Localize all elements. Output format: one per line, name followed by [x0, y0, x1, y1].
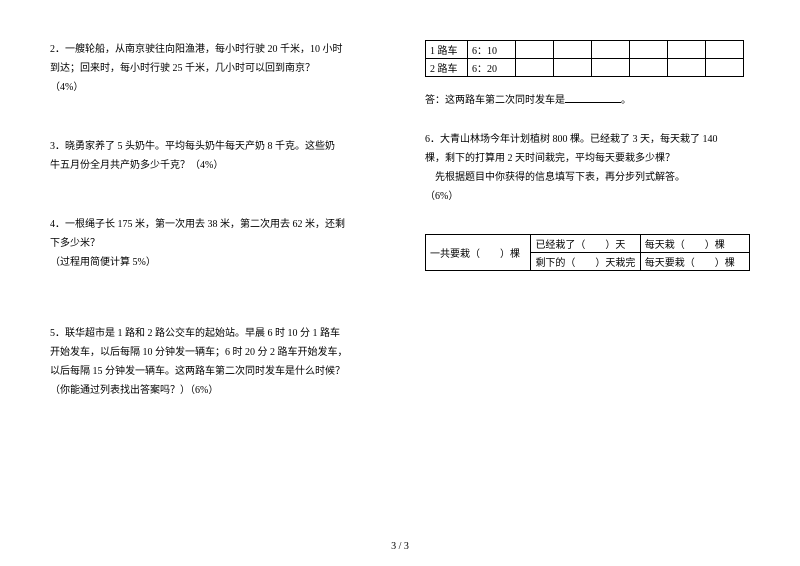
bus-r1c0: 1 路车 — [426, 41, 468, 59]
bus-cell — [592, 59, 630, 77]
p2-line3: （4%） — [50, 78, 375, 97]
problem-2: 2．一艘轮船，从南京驶往向阳渔港，每小时行驶 20 千米，10 小时 到达；回来… — [50, 40, 375, 97]
tree-r1c2: 已经栽了（ ）天 — [531, 235, 640, 253]
bus-cell — [630, 41, 668, 59]
bus-cell — [554, 59, 592, 77]
bus-r2c1: 6：20 — [468, 59, 516, 77]
bus-cell — [516, 41, 554, 59]
p5-line4: （你能通过列表找出答案吗？）（6%） — [50, 381, 375, 400]
bus-cell — [668, 41, 706, 59]
page-footer: 3 / 3 — [0, 541, 800, 552]
bus-r2c0: 2 路车 — [426, 59, 468, 77]
p3-line2: 牛五月份全月共产奶多少千克？（4%） — [50, 156, 375, 175]
bus-cell — [516, 59, 554, 77]
p5-line3: 以后每隔 15 分钟发一辆车。这两路车第二次同时发车是什么时候？ — [50, 362, 375, 381]
p4-line1: 4．一根绳子长 175 米，第一次用去 38 米，第二次用去 62 米，还剩 — [50, 215, 375, 234]
p4-line2: 下多少米？ — [50, 234, 375, 253]
p3-line1: 3．晓勇家养了 5 头奶牛。平均每头奶牛每天产奶 8 千克。这些奶 — [50, 137, 375, 156]
p6-line4: （6%） — [425, 187, 750, 206]
bus-cell — [668, 59, 706, 77]
bus-cell — [706, 41, 744, 59]
problem-6: 6．大青山林场今年计划植树 800 棵。已经栽了 3 天，每天栽了 140 棵，… — [425, 130, 750, 206]
p6-line2: 棵，剩下的打算用 2 天时间栽完，平均每天要栽多少棵？ — [425, 149, 750, 168]
bus-cell — [554, 41, 592, 59]
p4-line3: （过程用简便计算 5%） — [50, 253, 375, 272]
problem-5: 5．联华超市是 1 路和 2 路公交车的起始站。早晨 6 时 10 分 1 路车… — [50, 324, 375, 400]
bus-cell — [706, 59, 744, 77]
table-row: 1 路车 6：10 — [426, 41, 744, 59]
tree-plan-table: 一共要栽（ ）棵 已经栽了（ ）天 每天栽（ ）棵 剩下的（ ）天栽完 每天要栽… — [425, 234, 750, 271]
answer-suffix: 。 — [621, 95, 631, 106]
p5-line1: 5．联华超市是 1 路和 2 路公交车的起始站。早晨 6 时 10 分 1 路车 — [50, 324, 375, 343]
tree-c1: 一共要栽（ ）棵 — [426, 235, 531, 271]
answer-blank — [565, 92, 621, 103]
p2-line2: 到达；回来时，每小时行驶 25 千米，几小时可以回到南京？ — [50, 59, 375, 78]
tree-r2c2: 剩下的（ ）天栽完 — [531, 253, 640, 271]
bus-cell — [630, 59, 668, 77]
table-row: 一共要栽（ ）棵 已经栽了（ ）天 每天栽（ ）棵 — [426, 235, 750, 253]
answer-prefix: 答：这两路车第二次同时发车是 — [425, 95, 565, 106]
problem-3: 3．晓勇家养了 5 头奶牛。平均每头奶牛每天产奶 8 千克。这些奶 牛五月份全月… — [50, 137, 375, 175]
p2-line1: 2．一艘轮船，从南京驶往向阳渔港，每小时行驶 20 千米，10 小时 — [50, 40, 375, 59]
problem-4: 4．一根绳子长 175 米，第一次用去 38 米，第二次用去 62 米，还剩 下… — [50, 215, 375, 272]
p6-line3: 先根据题目中你获得的信息填写下表，再分步列式解答。 — [425, 168, 750, 187]
bus-schedule-table: 1 路车 6：10 2 路车 6：20 — [425, 40, 744, 77]
tree-r2c3: 每天要栽（ ）棵 — [640, 253, 749, 271]
bus-cell — [592, 41, 630, 59]
p6-line1: 6．大青山林场今年计划植树 800 棵。已经栽了 3 天，每天栽了 140 — [425, 130, 750, 149]
bus-r1c1: 6：10 — [468, 41, 516, 59]
answer-line: 答：这两路车第二次同时发车是 。 — [425, 91, 750, 110]
p5-line2: 开始发车，以后每隔 10 分钟发一辆车；6 时 20 分 2 路车开始发车， — [50, 343, 375, 362]
table-row: 2 路车 6：20 — [426, 59, 744, 77]
tree-r1c3: 每天栽（ ）棵 — [640, 235, 749, 253]
